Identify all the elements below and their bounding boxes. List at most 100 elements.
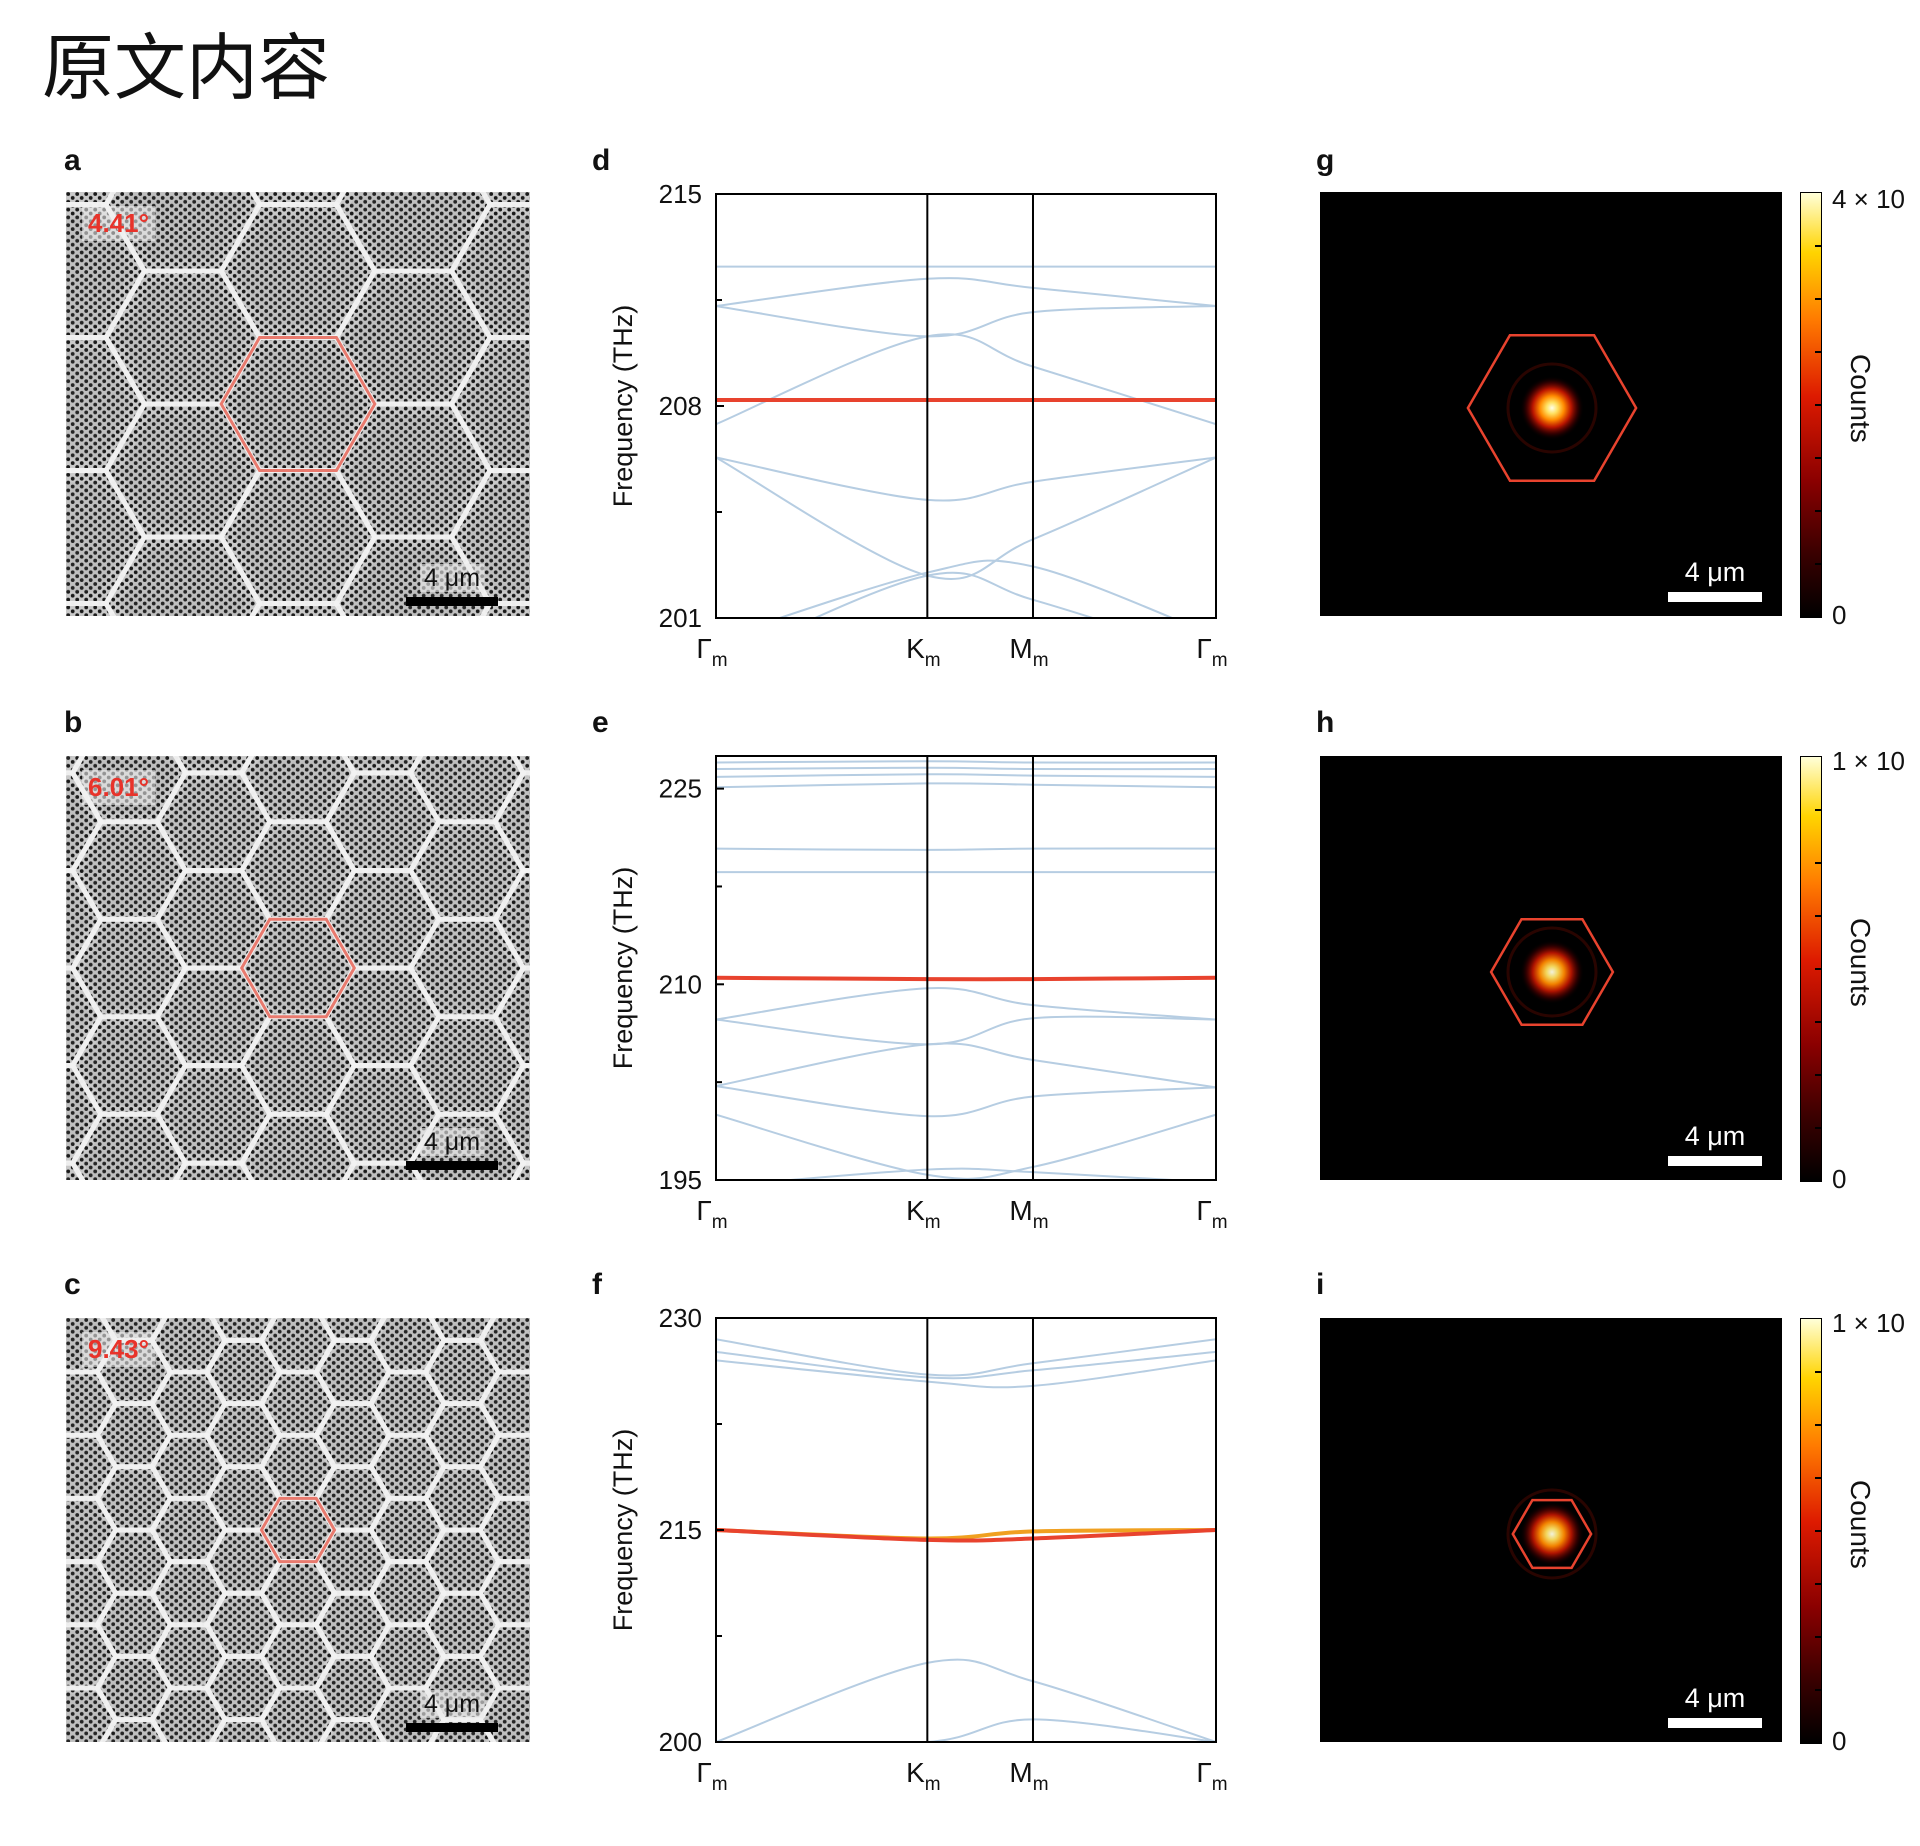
moire-cells [66, 1318, 530, 1742]
scale-bar-line [406, 597, 498, 606]
mode-ring [1506, 926, 1598, 1018]
unit-cell-hexagon [1466, 333, 1638, 483]
colorbar-tick [1815, 351, 1822, 353]
twist-angle-label: 6.01° [82, 770, 156, 805]
colorbar-tick [1815, 510, 1822, 512]
panel-label-a: a [64, 144, 81, 177]
band-line [716, 305, 1216, 338]
sem-image-a: 4.41° 4 μm [66, 192, 530, 616]
colorbar-max-label: 1 × 10 [1832, 746, 1906, 776]
colorbar-tick [1815, 1636, 1822, 1638]
field-map [1320, 756, 1782, 1180]
panel-label-c: c [64, 1268, 81, 1301]
band-line [716, 456, 1216, 502]
colorbar-tick [1815, 809, 1822, 811]
field-image-g: 4 μm [1320, 192, 1782, 616]
unit-cell-hexagon [219, 336, 377, 472]
scale-bar: 4 μm [406, 1690, 498, 1732]
scale-bar-line [1668, 1156, 1762, 1166]
x-tick-label: Km [906, 1195, 941, 1233]
scale-bar-label: 4 μm [1684, 557, 1746, 587]
scale-bar: 4 μm [1668, 1121, 1762, 1166]
mode-spot [1520, 940, 1584, 1004]
band-line [716, 1658, 1216, 1742]
band-line [716, 1085, 1216, 1118]
panel-label-h: h [1316, 706, 1335, 739]
moire-lattice [66, 1318, 530, 1742]
twist-angle-label: 9.43° [82, 1332, 156, 1367]
colorbar-min-label: 0 [1832, 600, 1847, 630]
mode-ring [1506, 362, 1598, 454]
band-line [716, 1359, 1216, 1389]
y-tick-label: 195 [659, 1165, 702, 1195]
hole-texture [66, 756, 530, 1180]
plot-frame [715, 193, 1217, 619]
unit-cell-hexagon [239, 917, 357, 1019]
band-line [716, 1338, 1216, 1377]
scale-bar-label: 4 μm [1684, 1683, 1746, 1713]
band-line [716, 782, 1216, 789]
colorbar-tick [1815, 1530, 1822, 1532]
colorbar-tick [1815, 1021, 1822, 1023]
colorbar-tick [1815, 298, 1822, 300]
colorbar-tick [1815, 1127, 1822, 1129]
unit-cell-hexagon [1511, 1498, 1593, 1570]
scale-bar: 4 μm [1668, 557, 1762, 602]
mode-ring [1506, 1488, 1598, 1580]
band-line [716, 766, 1216, 771]
x-tick-label: Γm [696, 633, 727, 671]
band-line [716, 1113, 1216, 1180]
scale-bar: 4 μm [406, 564, 498, 606]
colorbar-max-label: 1 × 10 [1832, 1308, 1906, 1338]
moire-lattice [66, 192, 530, 616]
unit-cell-hexagon [1489, 918, 1615, 1026]
moire-lattice [66, 756, 530, 1180]
band-line [716, 1042, 1216, 1089]
sem-image-c: 9.43° 4 μm [66, 1318, 530, 1742]
scale-bar-label: 4 μm [1684, 1121, 1746, 1151]
colorbar-tick [1815, 404, 1822, 406]
panel-label-e: e [592, 706, 609, 739]
band-line [716, 1718, 1216, 1742]
scale-bar-label: 4 μm [419, 1690, 485, 1718]
scale-bar-line [1668, 1718, 1762, 1728]
x-tick-label: Γm [1196, 633, 1227, 671]
twist-angle-label: 4.41° [82, 206, 156, 241]
band-line [776, 559, 1175, 618]
colorbar-tick [1815, 915, 1822, 917]
band-line [716, 333, 1216, 426]
panel-label-g: g [1316, 144, 1335, 177]
y-axis-label: Frequency (THz) [608, 305, 638, 508]
band-line [716, 760, 1216, 764]
panel-label-f: f [592, 1268, 602, 1301]
x-tick-label: Γm [1196, 1757, 1227, 1795]
colorbar-tick [1815, 457, 1822, 459]
field-map [1320, 192, 1782, 616]
colorbar-tick [1815, 1689, 1822, 1691]
x-tick-label: Γm [696, 1195, 727, 1233]
flat-band-line [716, 975, 1216, 982]
unit-cell-hexagon [259, 1496, 337, 1564]
colorbar-tick [1815, 1074, 1822, 1076]
y-axis-label: Frequency (THz) [608, 1429, 638, 1632]
band-line [779, 1167, 1189, 1180]
scale-bar-label: 4 μm [419, 564, 485, 592]
y-tick-label: 230 [659, 1303, 702, 1333]
panel-label-b: b [64, 706, 83, 739]
y-axis-label: Frequency (THz) [608, 867, 638, 1070]
y-tick-label: 225 [659, 774, 702, 804]
mode-spot [1520, 1502, 1584, 1566]
plot-frame [715, 755, 1217, 1181]
panel-label-i: i [1316, 1268, 1325, 1301]
mode-spot [1520, 376, 1584, 440]
band-line [716, 773, 1216, 778]
x-tick-label: Γm [1196, 1195, 1227, 1233]
page-title: 原文内容 [42, 26, 331, 110]
scale-bar-label: 4 μm [419, 1128, 485, 1156]
y-tick-label: 215 [659, 179, 702, 209]
flat-band-line [716, 1528, 1216, 1543]
colorbar-tick [1815, 968, 1822, 970]
colorbar-tick [1815, 1371, 1822, 1373]
band-chart-f: 230 215 200 Γm Km Mm Γm Frequency (THz) [580, 1303, 1260, 1814]
